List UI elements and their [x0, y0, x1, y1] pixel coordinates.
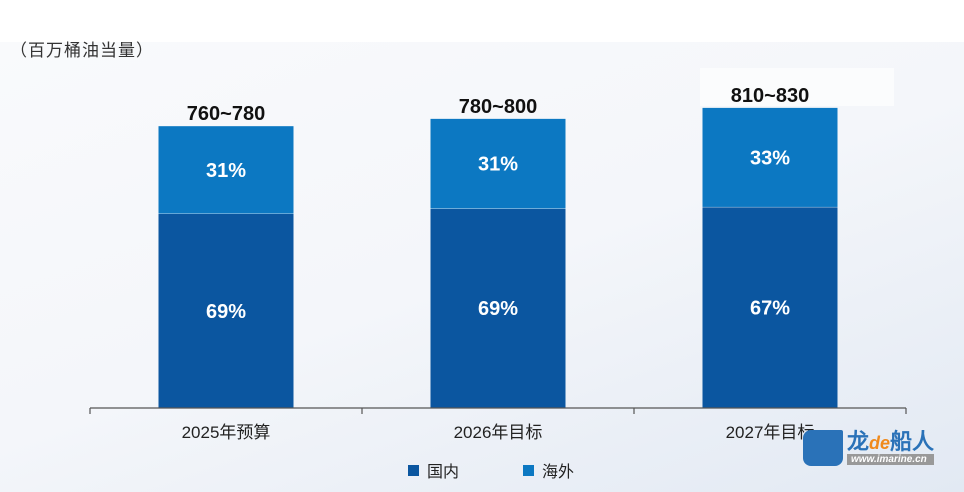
- ship-icon: [803, 430, 843, 466]
- segment-label: 67%: [750, 297, 790, 319]
- segment-label: 33%: [750, 147, 790, 169]
- category-label: 2025年预算: [182, 423, 271, 442]
- bar-segment-overseas: [430, 118, 566, 209]
- total-label: 760~780: [187, 103, 265, 125]
- legend-swatch: [408, 464, 419, 476]
- legend-item-overseas: 海外: [523, 458, 574, 482]
- legend-label: 国内: [427, 464, 460, 481]
- bar-segment-overseas: [158, 126, 294, 214]
- bar-segment-overseas: [702, 107, 838, 207]
- bar-segment-domestic: [702, 206, 838, 408]
- unit-label: （百万桶油当量）: [10, 41, 154, 60]
- segment-label: 31%: [206, 160, 246, 182]
- segment-label: 69%: [206, 301, 246, 323]
- label-backdrop: [700, 68, 894, 106]
- segment-label: 69%: [478, 298, 518, 320]
- bar-segment-domestic: [430, 208, 566, 408]
- legend-swatch: [523, 464, 534, 476]
- category-label: 2027年目标: [726, 423, 815, 442]
- legend-label: 海外: [542, 464, 575, 481]
- watermark-logo: 龙de船人 www.imarine.cn: [803, 430, 935, 466]
- segment-label: 31%: [478, 154, 518, 176]
- category-label: 2026年目标: [454, 423, 543, 442]
- bar-segment-domestic: [158, 213, 294, 408]
- legend-item-domestic: 国内: [408, 458, 459, 482]
- total-label: 810~830: [731, 85, 809, 107]
- total-label: 780~800: [459, 96, 537, 118]
